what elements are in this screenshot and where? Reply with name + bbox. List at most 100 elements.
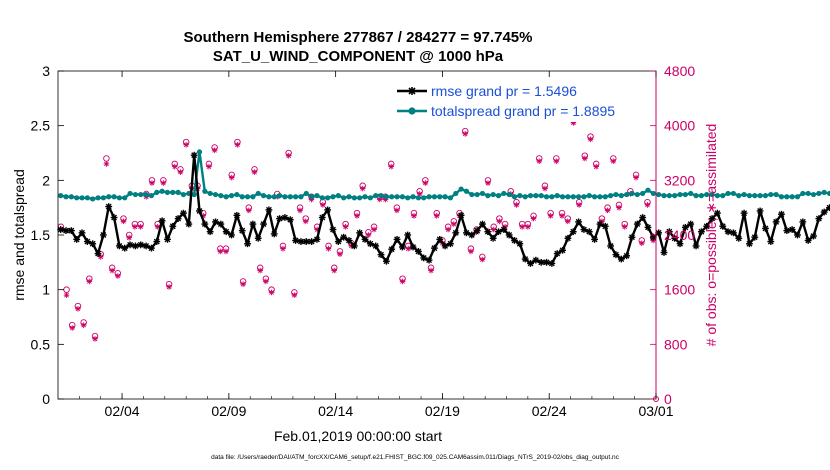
rmse-point	[617, 255, 625, 263]
rmse-point	[350, 242, 358, 250]
totalspread-point	[730, 190, 737, 197]
totalspread-point	[517, 193, 523, 199]
rmse-point	[687, 220, 695, 228]
rmse-point	[521, 255, 529, 263]
obs-assimilated-point	[263, 278, 269, 285]
obs-assimilated-point	[633, 174, 639, 181]
obs-assimilated-point	[177, 169, 184, 175]
totalspread-point	[106, 194, 112, 200]
totalspread-point	[447, 195, 454, 201]
totalspread-point	[543, 194, 550, 200]
obs-assimilated-point	[553, 158, 560, 164]
totalspread-point	[271, 194, 277, 200]
totalspread-point	[212, 191, 219, 198]
x-tick-label: 02/09	[211, 403, 246, 419]
obs-assimilated-point	[115, 273, 121, 279]
obs-assimilated-point	[616, 204, 622, 211]
rmse-point	[233, 211, 241, 219]
totalspread-point	[677, 191, 683, 198]
obs-assimilated-point	[86, 278, 93, 285]
rmse-point	[778, 210, 785, 218]
obs-assimilated-point	[149, 180, 155, 186]
totalspread-point	[757, 193, 763, 199]
rmse-point	[420, 254, 428, 262]
obs-assimilated-point	[530, 215, 537, 222]
totalspread-point	[479, 190, 486, 197]
totalspread-point	[325, 195, 331, 201]
totalspread-point	[661, 193, 667, 199]
y2-tick-label: 800	[664, 336, 688, 352]
rmse-point	[356, 229, 364, 237]
totalspread-point	[159, 188, 165, 194]
totalspread-point	[266, 194, 272, 200]
rmse-point	[105, 203, 113, 210]
x-tick-label: 02/24	[532, 403, 567, 419]
totalspread-point	[682, 191, 688, 198]
totalspread-point	[287, 194, 293, 200]
totalspread-point	[597, 194, 603, 200]
totalspread-point	[255, 190, 261, 197]
obs-assimilated-point	[331, 267, 338, 274]
obs-assimilated-point	[75, 306, 81, 312]
rmse-point	[132, 242, 139, 250]
totalspread-point	[191, 191, 197, 198]
rmse-point	[415, 248, 422, 255]
totalspread-point	[613, 191, 619, 198]
totalspread-point	[495, 193, 502, 199]
totalspread-point	[768, 191, 774, 198]
rmse-point	[532, 256, 540, 264]
totalspread-point	[591, 194, 598, 200]
obs-assimilated-point	[405, 245, 412, 252]
rmse-point	[228, 231, 235, 239]
obs-assimilated-point	[422, 180, 429, 186]
rmse-point	[463, 229, 470, 237]
totalspread-point	[741, 191, 747, 198]
rmse-point	[740, 209, 748, 217]
rmse-point	[537, 258, 545, 266]
totalspread-point	[421, 195, 427, 201]
rmse-point	[489, 234, 497, 242]
rmse-point	[308, 238, 316, 245]
totalspread-point	[154, 189, 160, 195]
totalspread-point	[490, 191, 496, 198]
obs-assimilated-point	[496, 218, 503, 225]
totalspread-point	[816, 190, 822, 197]
obs-assimilated-point	[206, 163, 212, 170]
totalspread-point	[527, 193, 534, 199]
totalspread-point	[821, 189, 827, 195]
rmse-point	[559, 246, 566, 254]
rmse-point	[553, 250, 561, 257]
totalspread-point	[218, 193, 224, 199]
rmse-point	[708, 215, 716, 222]
obs-assimilated-point	[399, 278, 406, 285]
obs-assimilated-point	[160, 180, 167, 186]
x-tick-label: 03/01	[638, 403, 673, 419]
obs-assimilated-point	[211, 147, 218, 154]
totalspread-point	[164, 189, 171, 195]
totalspread-point	[485, 193, 491, 199]
totalspread-point	[309, 194, 315, 200]
totalspread-point	[704, 191, 710, 198]
obs-assimilated-point	[359, 185, 366, 192]
obs-assimilated-point	[325, 245, 332, 252]
y-tick-label: 1.5	[31, 227, 51, 243]
rmse-point	[596, 220, 604, 228]
totalspread-point	[74, 195, 80, 201]
x-tick-label: 02/19	[425, 403, 460, 419]
obs-assimilated-point	[217, 248, 224, 255]
rmse-point	[639, 214, 647, 221]
totalspread-point	[752, 193, 758, 199]
totalspread-point	[474, 191, 480, 198]
totalspread-point	[362, 194, 368, 200]
rmse-point	[89, 240, 97, 248]
y2-tick-label: 2400	[664, 227, 695, 243]
totalspread-point	[645, 187, 651, 193]
rmse-point	[473, 227, 481, 235]
obs-assimilated-point	[388, 163, 394, 170]
totalspread-point	[746, 193, 753, 199]
totalspread-point	[720, 193, 726, 199]
rmse-point	[505, 231, 513, 239]
x-tick-label: 02/04	[105, 403, 140, 419]
totalspread-point	[127, 190, 133, 197]
